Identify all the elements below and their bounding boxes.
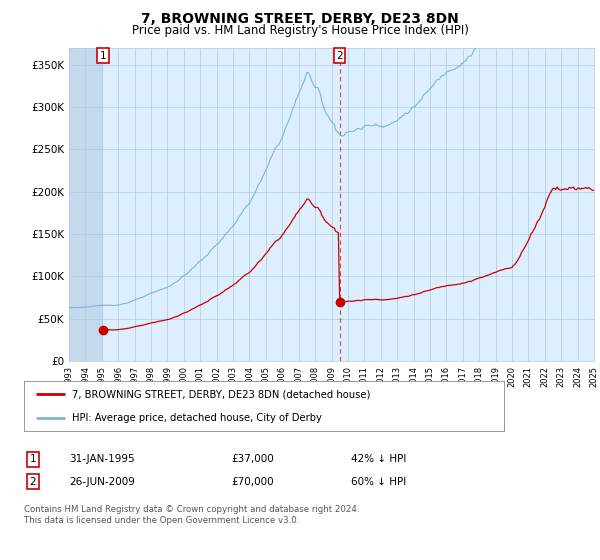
Text: 31-JAN-1995: 31-JAN-1995 [69,454,134,464]
Text: HPI: Average price, detached house, City of Derby: HPI: Average price, detached house, City… [72,413,322,423]
Text: 60% ↓ HPI: 60% ↓ HPI [351,477,406,487]
Text: £70,000: £70,000 [231,477,274,487]
Text: 7, BROWNING STREET, DERBY, DE23 8DN (detached house): 7, BROWNING STREET, DERBY, DE23 8DN (det… [72,389,370,399]
Text: £37,000: £37,000 [231,454,274,464]
Text: 2: 2 [29,477,37,487]
Text: Price paid vs. HM Land Registry's House Price Index (HPI): Price paid vs. HM Land Registry's House … [131,24,469,36]
Text: 26-JUN-2009: 26-JUN-2009 [69,477,135,487]
Text: 1: 1 [100,51,106,60]
Text: 1: 1 [29,454,37,464]
Text: 42% ↓ HPI: 42% ↓ HPI [351,454,406,464]
Text: Contains HM Land Registry data © Crown copyright and database right 2024.
This d: Contains HM Land Registry data © Crown c… [24,505,359,525]
Text: 2: 2 [336,51,343,60]
Text: 7, BROWNING STREET, DERBY, DE23 8DN: 7, BROWNING STREET, DERBY, DE23 8DN [141,12,459,26]
